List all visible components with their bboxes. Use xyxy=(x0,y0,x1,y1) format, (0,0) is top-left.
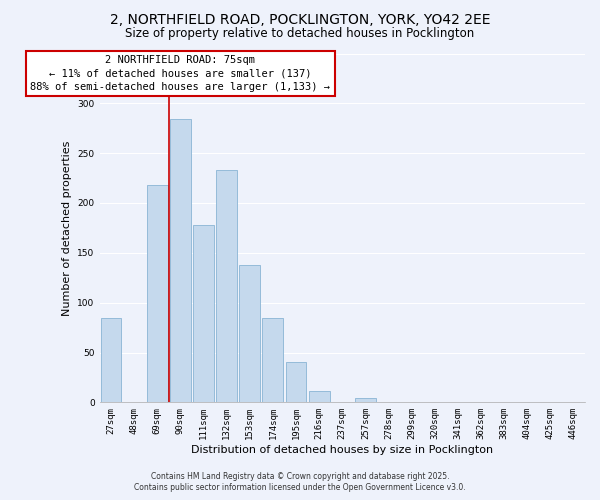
Bar xyxy=(286,362,307,403)
Bar xyxy=(170,120,191,403)
Bar xyxy=(309,392,329,402)
Bar xyxy=(193,225,214,402)
Bar xyxy=(355,398,376,402)
Bar xyxy=(239,265,260,402)
Y-axis label: Number of detached properties: Number of detached properties xyxy=(62,140,72,316)
Text: 2 NORTHFIELD ROAD: 75sqm
← 11% of detached houses are smaller (137)
88% of semi-: 2 NORTHFIELD ROAD: 75sqm ← 11% of detach… xyxy=(31,56,331,92)
Text: 2, NORTHFIELD ROAD, POCKLINGTON, YORK, YO42 2EE: 2, NORTHFIELD ROAD, POCKLINGTON, YORK, Y… xyxy=(110,12,490,26)
Bar xyxy=(147,185,168,402)
X-axis label: Distribution of detached houses by size in Pocklington: Distribution of detached houses by size … xyxy=(191,445,493,455)
Bar xyxy=(262,318,283,402)
Text: Contains HM Land Registry data © Crown copyright and database right 2025.
Contai: Contains HM Land Registry data © Crown c… xyxy=(134,472,466,492)
Bar xyxy=(101,318,121,402)
Text: Size of property relative to detached houses in Pocklington: Size of property relative to detached ho… xyxy=(125,28,475,40)
Bar xyxy=(216,170,237,402)
